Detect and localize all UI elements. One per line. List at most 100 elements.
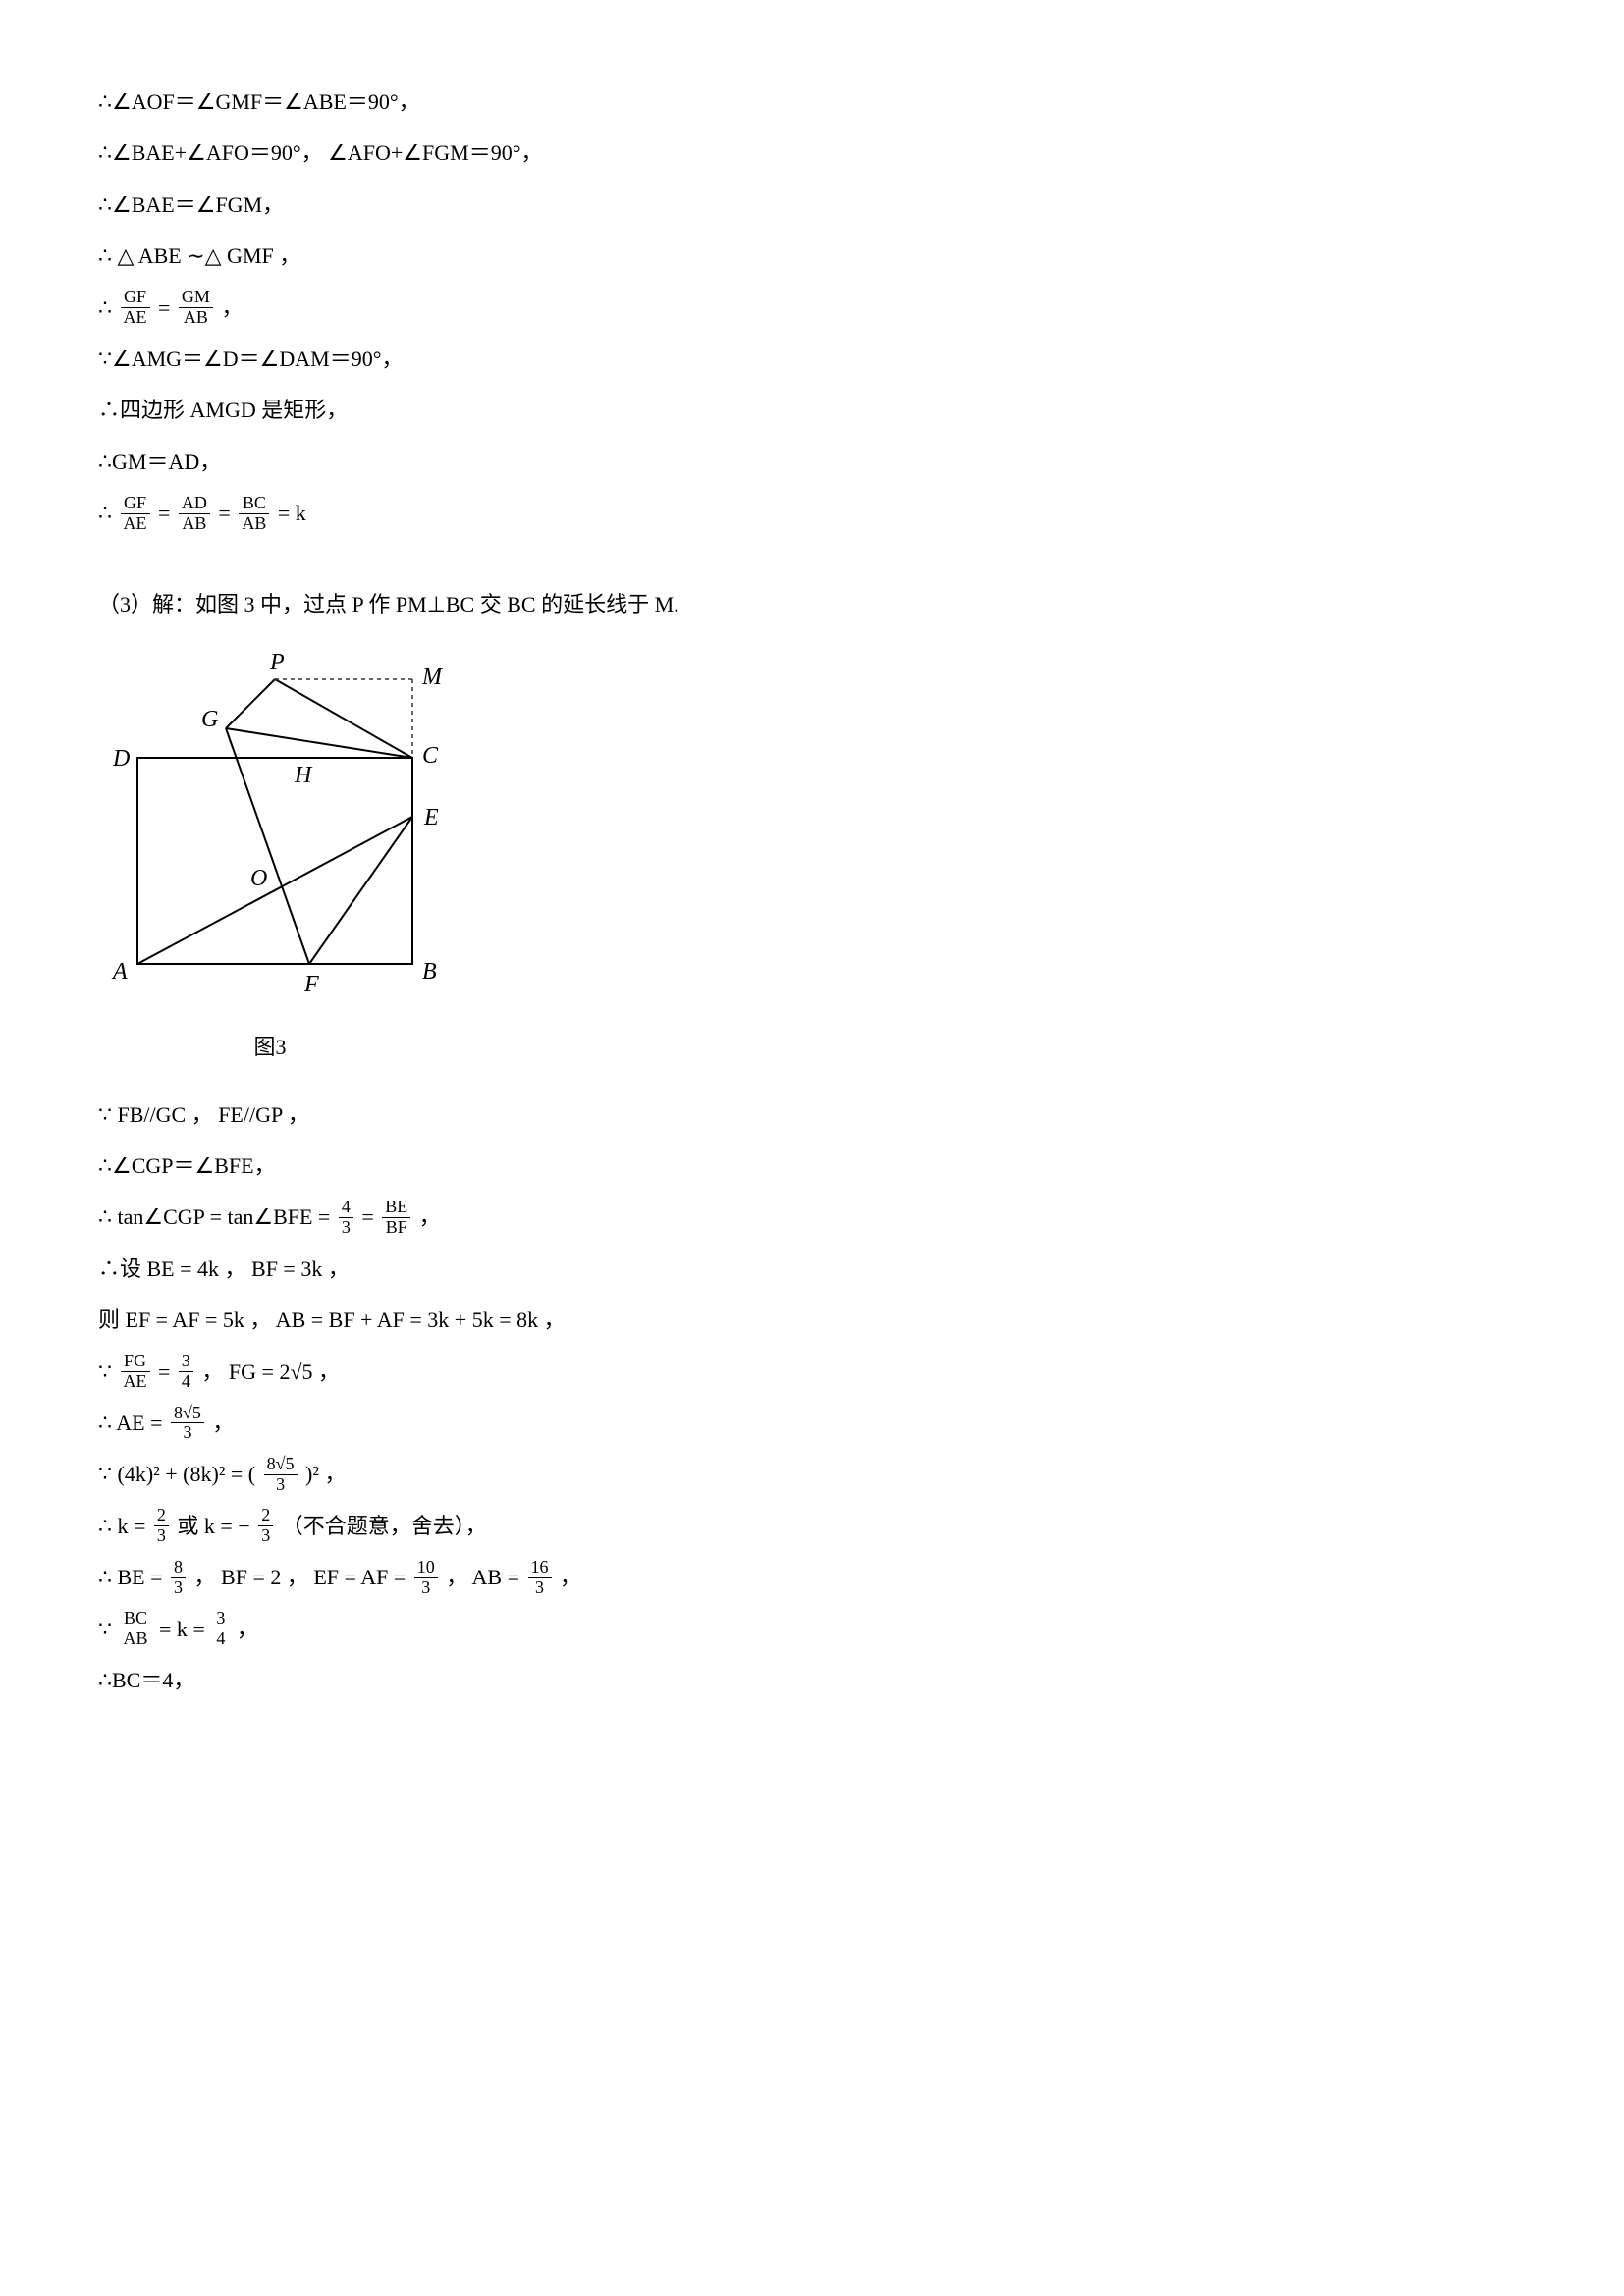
suffix: （不合题意，舍去），: [282, 1514, 487, 1538]
denominator: AE: [121, 308, 150, 328]
numerator: 8√5: [171, 1404, 204, 1424]
denominator: 3: [528, 1578, 552, 1598]
prefix: ∴: [98, 295, 118, 320]
denominator: 3: [171, 1578, 186, 1598]
suffix: )² ，: [305, 1462, 346, 1486]
numerator: 2: [154, 1506, 169, 1526]
prefix: ∵: [98, 1360, 118, 1384]
denominator: 3: [414, 1578, 438, 1598]
label-C: C: [422, 743, 439, 769]
part3-intro: （3）解：如图 3 中，过点 P 作 PM⊥BC 交 BC 的延长线于 M.: [98, 581, 1526, 628]
fraction: BE BF: [382, 1198, 410, 1238]
numerator: 8: [171, 1558, 186, 1578]
fraction: BC AB: [121, 1609, 151, 1649]
mid: =: [158, 1360, 176, 1384]
numerator: 3: [213, 1609, 228, 1629]
fraction: 3 4: [213, 1609, 228, 1649]
prefix: ∴: [98, 501, 118, 525]
numerator: AD: [179, 494, 210, 514]
proof-line: ∴∠BAE+∠AFO＝90°， ∠AFO+∠FGM＝90°，: [98, 130, 1526, 177]
numerator: GM: [179, 288, 213, 308]
label-F: F: [303, 972, 319, 997]
fraction: BC AB: [239, 494, 269, 534]
suffix: ，: [419, 1204, 441, 1229]
mid: = k =: [159, 1617, 210, 1641]
proof-line: ∴∠BAE＝∠FGM，: [98, 182, 1526, 229]
label-E: E: [423, 805, 439, 830]
proof-fraction-line: ∴ GF AE = GM AB ，: [98, 285, 1526, 332]
denominator: 4: [213, 1629, 228, 1649]
suffix: ， FG = 2√5 ，: [201, 1360, 340, 1384]
proof-line: ∴ △ ABE ∼△ GMF ，: [98, 233, 1526, 280]
numerator: BC: [121, 1609, 151, 1629]
suffix: ，: [237, 1617, 258, 1641]
denominator: 3: [264, 1475, 298, 1495]
mid: 或 k = −: [177, 1514, 249, 1538]
denominator: AE: [121, 514, 150, 534]
proof-line: 则 EF = AF = 5k ， AB = BF + AF = 3k + 5k …: [98, 1297, 1526, 1344]
fraction: 8√5 3: [171, 1404, 204, 1444]
denominator: AB: [121, 1629, 151, 1649]
fraction: AD AB: [179, 494, 210, 534]
fraction: 4 3: [339, 1198, 353, 1238]
numerator: 16: [528, 1558, 552, 1578]
proof-fraction-line: ∴ BE = 8 3 ， BF = 2 ， EF = AF = 10 3 ， A…: [98, 1554, 1526, 1601]
fraction: 8 3: [171, 1558, 186, 1598]
denominator: 4: [179, 1372, 193, 1392]
figure-svg: P M G D H C E O A F B: [98, 640, 511, 1003]
fraction: 3 4: [179, 1352, 193, 1392]
label-M: M: [421, 665, 444, 690]
numerator: GF: [121, 494, 150, 514]
label-P: P: [269, 650, 285, 675]
geometry-figure-3: P M G D H C E O A F B 图3: [98, 640, 1526, 1072]
prefix: ∴ BE =: [98, 1565, 168, 1589]
denominator: AB: [239, 514, 269, 534]
math-solution-content: ∴∠AOF＝∠GMF＝∠ABE＝90°， ∴∠BAE+∠AFO＝90°， ∠AF…: [98, 79, 1526, 1704]
denominator: 3: [154, 1526, 169, 1546]
proof-fraction-line: ∵ BC AB = k = 3 4 ，: [98, 1606, 1526, 1653]
denominator: BF: [382, 1218, 410, 1238]
numerator: FG: [121, 1352, 150, 1372]
fraction: 8√5 3: [264, 1455, 298, 1495]
proof-fraction-line: ∴ k = 2 3 或 k = − 2 3 （不合题意，舍去），: [98, 1503, 1526, 1550]
proof-line: ∴BC＝4，: [98, 1657, 1526, 1704]
prefix: ∵ (4k)² + (8k)² = (: [98, 1462, 255, 1486]
suffix: ，: [560, 1565, 581, 1589]
numerator: 3: [179, 1352, 193, 1372]
denominator: AB: [179, 308, 213, 328]
numerator: 10: [414, 1558, 438, 1578]
fraction: GM AB: [179, 288, 213, 328]
prefix: ∴ AE =: [98, 1411, 168, 1435]
proof-line: ∴∠AOF＝∠GMF＝∠ABE＝90°，: [98, 79, 1526, 126]
figure-caption: 图3: [98, 1024, 442, 1071]
label-H: H: [294, 763, 313, 788]
fraction: GF AE: [121, 494, 150, 534]
fraction: FG AE: [121, 1352, 150, 1392]
proof-fraction-line: ∴ AE = 8√5 3 ，: [98, 1400, 1526, 1447]
proof-line: ∴GM＝AD，: [98, 439, 1526, 486]
fraction: GF AE: [121, 288, 150, 328]
numerator: GF: [121, 288, 150, 308]
numerator: BC: [239, 494, 269, 514]
proof-line: ∴∠CGP＝∠BFE，: [98, 1143, 1526, 1190]
suffix: ，: [212, 1411, 234, 1435]
fraction: 16 3: [528, 1558, 552, 1598]
proof-line: ∴设 BE = 4k ， BF = 3k ，: [98, 1246, 1526, 1293]
fraction: 2 3: [258, 1506, 273, 1546]
numerator: 4: [339, 1198, 353, 1218]
mid: ， AB =: [446, 1565, 524, 1589]
suffix: = k: [278, 501, 306, 525]
numerator: BE: [382, 1198, 410, 1218]
mid: ， BF = 2 ， EF = AF =: [194, 1565, 411, 1589]
proof-line: ∵ FB//GC ， FE//GP ，: [98, 1092, 1526, 1139]
label-G: G: [201, 707, 218, 732]
denominator: 3: [339, 1218, 353, 1238]
denominator: 3: [258, 1526, 273, 1546]
denominator: AE: [121, 1372, 150, 1392]
proof-fraction-line: ∵ (4k)² + (8k)² = ( 8√5 3 )² ，: [98, 1451, 1526, 1498]
numerator: 2: [258, 1506, 273, 1526]
prefix: ∵: [98, 1617, 118, 1641]
prefix: ∴ tan∠CGP = tan∠BFE =: [98, 1204, 336, 1229]
proof-fraction-line: ∴ tan∠CGP = tan∠BFE = 4 3 = BE BF ，: [98, 1194, 1526, 1241]
prefix: ∴ k =: [98, 1514, 151, 1538]
